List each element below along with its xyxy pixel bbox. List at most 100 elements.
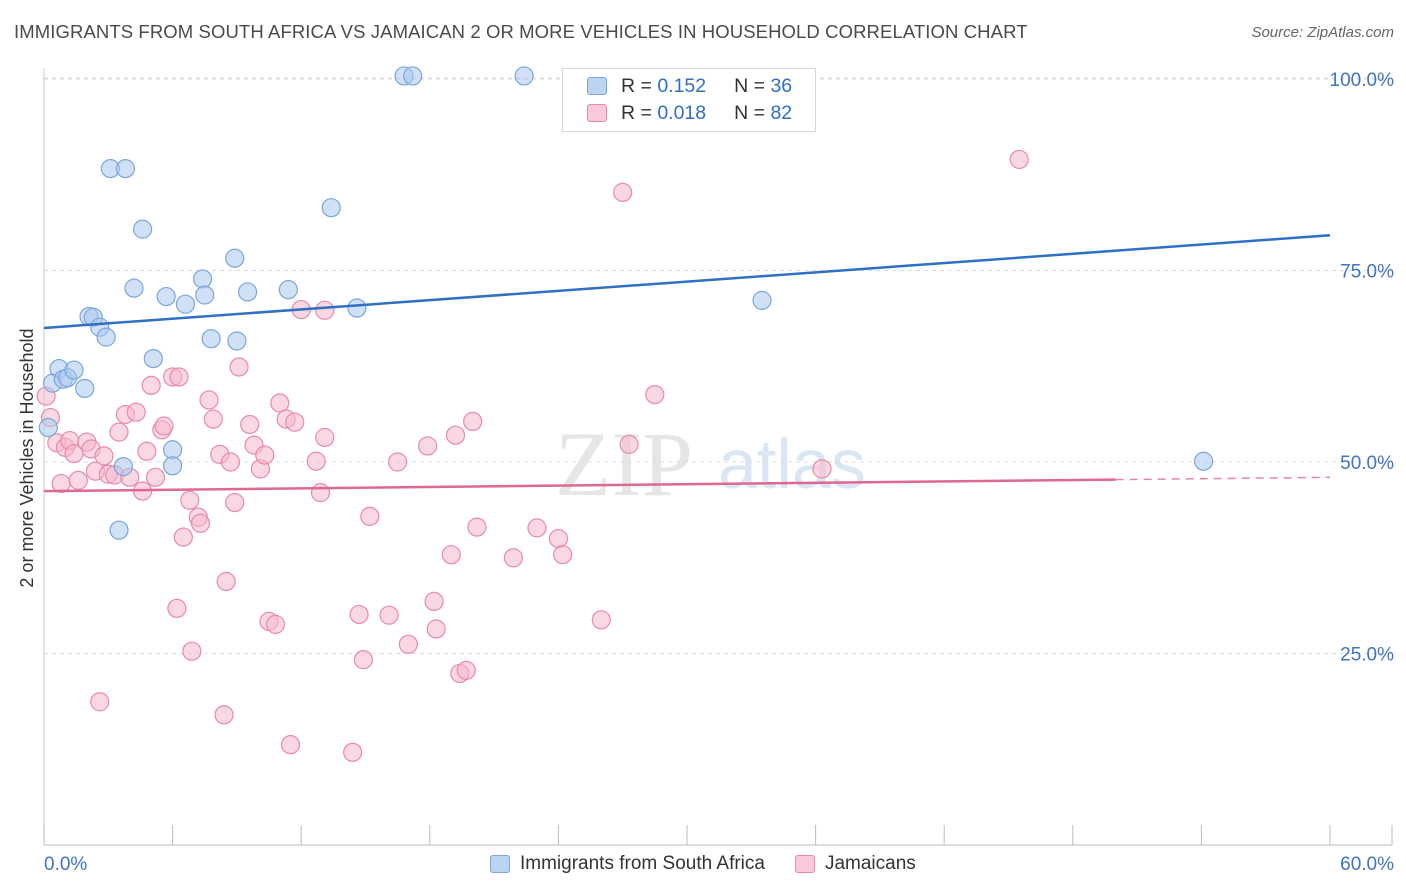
legend-r-label: R =: [621, 101, 652, 124]
point-jamaicans: [265, 614, 286, 634]
point-jamaicans: [527, 518, 547, 538]
point-south-africa: [143, 348, 163, 369]
point-jamaicans: [94, 446, 114, 466]
point-jamaicans: [190, 513, 211, 533]
point-jamaicans: [285, 412, 305, 432]
source-credit: Source: ZipAtlas.com: [1251, 24, 1394, 41]
point-jamaicans: [214, 705, 234, 725]
series-swatch-blue: [490, 855, 510, 873]
point-jamaicans: [225, 492, 245, 513]
point-jamaicans: [591, 610, 611, 630]
point-jamaicans: [109, 422, 129, 442]
series-legend: Immigrants from South Africa Jamaicans: [490, 851, 946, 877]
point-jamaicans: [154, 416, 174, 436]
point-jamaicans: [379, 605, 399, 625]
trend-line-jamaicans-extension: [1115, 476, 1331, 481]
point-jamaicans: [315, 300, 335, 320]
series-name-south-africa: Immigrants from South Africa: [520, 853, 765, 874]
point-jamaicans: [240, 414, 260, 435]
watermark-zip: ZIP: [555, 413, 693, 515]
chart-title: IMMIGRANTS FROM SOUTH AFRICA VS JAMAICAN…: [14, 21, 1028, 42]
legend-item-jamaicans: Jamaicans: [794, 853, 916, 875]
point-jamaicans: [270, 393, 290, 413]
point-jamaicans: [441, 545, 461, 565]
series-swatch-pink: [794, 855, 815, 873]
trend-line-jamaicans: [43, 478, 1116, 493]
point-jamaicans: [310, 483, 331, 503]
series-name-jamaicans: Jamaicans: [824, 853, 916, 874]
y-tick-label: 100.0%: [1330, 70, 1395, 91]
legend-r-value: 0.018: [657, 101, 707, 124]
point-jamaicans: [398, 634, 418, 654]
point-south-africa: [225, 248, 245, 268]
point-south-africa: [227, 331, 247, 351]
point-jamaicans: [645, 384, 665, 405]
point-south-africa: [96, 327, 116, 347]
point-jamaicans: [343, 742, 363, 762]
point-jamaicans: [90, 692, 110, 712]
point-jamaicans: [137, 441, 157, 461]
point-jamaicans: [182, 641, 202, 661]
point-jamaicans: [203, 409, 223, 429]
trend-line-south-africa: [43, 234, 1331, 330]
point-south-africa: [115, 159, 136, 179]
point-jamaicans: [306, 451, 326, 471]
point-south-africa: [195, 285, 215, 305]
point-jamaicans: [467, 517, 487, 537]
point-jamaicans: [126, 402, 146, 422]
legend-item-south-africa: Immigrants from South Africa: [490, 853, 765, 875]
point-jamaicans: [418, 436, 438, 456]
point-jamaicans: [548, 528, 569, 549]
x-tick-label: 0.0%: [44, 854, 87, 875]
legend-r-value: 0.152: [657, 74, 707, 97]
x-tick-label: 60.0%: [1340, 854, 1394, 875]
legend-n-label: N =: [734, 101, 766, 124]
point-south-africa: [1193, 451, 1214, 471]
axes: [43, 68, 1393, 846]
point-south-africa: [156, 286, 176, 307]
point-south-africa: [752, 290, 772, 310]
point-jamaicans: [141, 375, 161, 395]
point-jamaicans: [456, 660, 476, 680]
point-jamaicans: [503, 548, 523, 568]
point-jamaicans: [280, 735, 301, 755]
legend-n-value: 36: [770, 74, 793, 97]
point-south-africa: [163, 440, 183, 460]
point-south-africa: [109, 520, 129, 540]
point-south-africa: [175, 294, 196, 314]
legend-n-label: N =: [734, 74, 766, 97]
trend-lines: [43, 234, 1331, 493]
point-jamaicans: [349, 604, 369, 625]
point-jamaicans: [445, 425, 466, 445]
point-south-africa: [403, 66, 423, 86]
legend-swatch-blue: [587, 77, 607, 95]
point-jamaicans: [353, 650, 373, 670]
point-jamaicans: [1009, 149, 1029, 170]
point-jamaicans: [229, 357, 249, 377]
legend-row-south-africa: R = 0.152 N = 36: [587, 74, 792, 98]
point-south-africa: [64, 360, 84, 380]
point-south-africa: [163, 456, 183, 476]
point-south-africa: [132, 219, 153, 239]
point-jamaicans: [424, 591, 444, 612]
point-jamaicans: [426, 619, 446, 639]
point-jamaicans: [199, 390, 219, 410]
point-jamaicans: [619, 434, 639, 454]
point-jamaicans: [169, 367, 189, 387]
point-south-africa: [238, 282, 258, 302]
legend-n-value: 82: [770, 101, 793, 124]
point-south-africa: [321, 198, 341, 218]
point-south-africa: [514, 66, 534, 86]
y-axis-title: 2 or more Vehicles in Household: [17, 328, 37, 587]
point-jamaicans: [388, 452, 408, 472]
point-jamaicans: [216, 571, 236, 592]
point-jamaicans: [463, 411, 483, 432]
point-south-africa: [113, 456, 133, 477]
y-tick-label: 50.0%: [1340, 453, 1394, 474]
point-south-africa: [75, 378, 95, 399]
legend-row-jamaicans: R = 0.018 N = 82: [587, 101, 792, 125]
tick-labels: 25.0% 50.0% 75.0% 100.0% 0.0% 60.0%: [44, 70, 1394, 875]
point-jamaicans: [68, 470, 88, 490]
y-tick-label: 25.0%: [1340, 645, 1394, 666]
